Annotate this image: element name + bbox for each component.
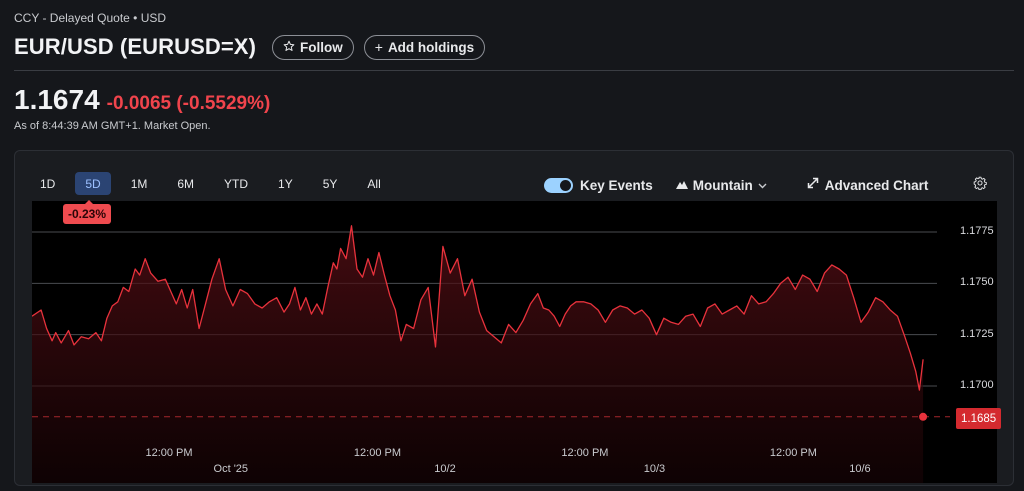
add-holdings-label: Add holdings [387, 39, 475, 55]
follow-label: Follow [300, 39, 343, 55]
last-price-dot [919, 412, 928, 421]
range-tab-5d[interactable]: 5D [75, 172, 111, 195]
y-axis-label: 1.1750 [960, 276, 994, 289]
y-axis-label: 1.1700 [960, 379, 994, 391]
chart-svg [32, 225, 950, 483]
chart-type-label: Mountain [692, 177, 753, 193]
x-axis-label: 12:00 PM [561, 447, 609, 459]
x-axis-label: 10/6 [849, 463, 871, 475]
x-axis-label: 12:00 PM [145, 447, 193, 459]
area-fill [32, 225, 924, 483]
add-holdings-button[interactable]: + Add holdings [363, 34, 486, 60]
price-chart[interactable] [32, 201, 997, 483]
x-axis-label: Oct '25 [213, 463, 249, 475]
current-price: 1.1674 [14, 84, 100, 115]
chart-tools: Key Events Mountain Advanced Chart [544, 174, 988, 196]
expand-arrows-icon [807, 176, 819, 194]
header-divider [14, 70, 1014, 71]
x-axis-label: 10/2 [434, 463, 456, 475]
gear-icon [973, 176, 988, 195]
advanced-chart-label: Advanced Chart [824, 177, 929, 193]
quote-subtitle: CCY - Delayed Quote • USD [14, 11, 167, 25]
range-tab-ytd[interactable]: YTD [224, 176, 249, 191]
follow-button[interactable]: Follow [272, 34, 354, 60]
quote-timestamp: As of 8:44:39 AM GMT+1. Market Open. [14, 120, 211, 132]
chart-type-dropdown[interactable]: Mountain [675, 176, 767, 194]
price-line [32, 225, 924, 391]
page-title: EUR/USD (EURUSD=X) [14, 34, 256, 59]
range-tab-6m[interactable]: 6M [177, 176, 195, 191]
last-price-badge: 1.1685 [956, 408, 1002, 429]
range-tab-all[interactable]: All [367, 176, 381, 191]
range-tab-1m[interactable]: 1M [130, 176, 148, 191]
price-row: 1.1674 -0.0065 (-0.5529%) [14, 84, 270, 116]
range-tab-5y[interactable]: 5Y [322, 176, 338, 191]
advanced-chart-button[interactable]: Advanced Chart [807, 176, 929, 194]
title-row: EUR/USD (EURUSD=X) Follow + Add holdings [14, 34, 486, 60]
x-axis-label: 10/3 [643, 463, 666, 475]
range-tab-1d[interactable]: 1D [40, 176, 56, 191]
range-change-badge: -0.23% [63, 200, 112, 224]
key-events-label[interactable]: Key Events [580, 177, 653, 193]
range-tab-1y[interactable]: 1Y [278, 176, 293, 191]
star-icon [283, 40, 295, 55]
y-axis-label: 1.1775 [960, 225, 994, 237]
y-axis-label: 1.1725 [960, 327, 994, 340]
x-axis-label: 12:00 PM [353, 447, 402, 459]
price-change: -0.0065 (-0.5529%) [106, 93, 271, 114]
plus-icon: + [374, 39, 383, 55]
key-events-toggle[interactable] [544, 177, 573, 193]
chevron-down-icon [758, 176, 767, 194]
mountain-icon [675, 176, 688, 194]
x-axis-label: 12:00 PM [769, 447, 817, 459]
chart-settings-button[interactable] [973, 176, 988, 195]
range-tabs: 1D 5D 1M 6M YTD 1Y 5Y All [30, 172, 393, 195]
